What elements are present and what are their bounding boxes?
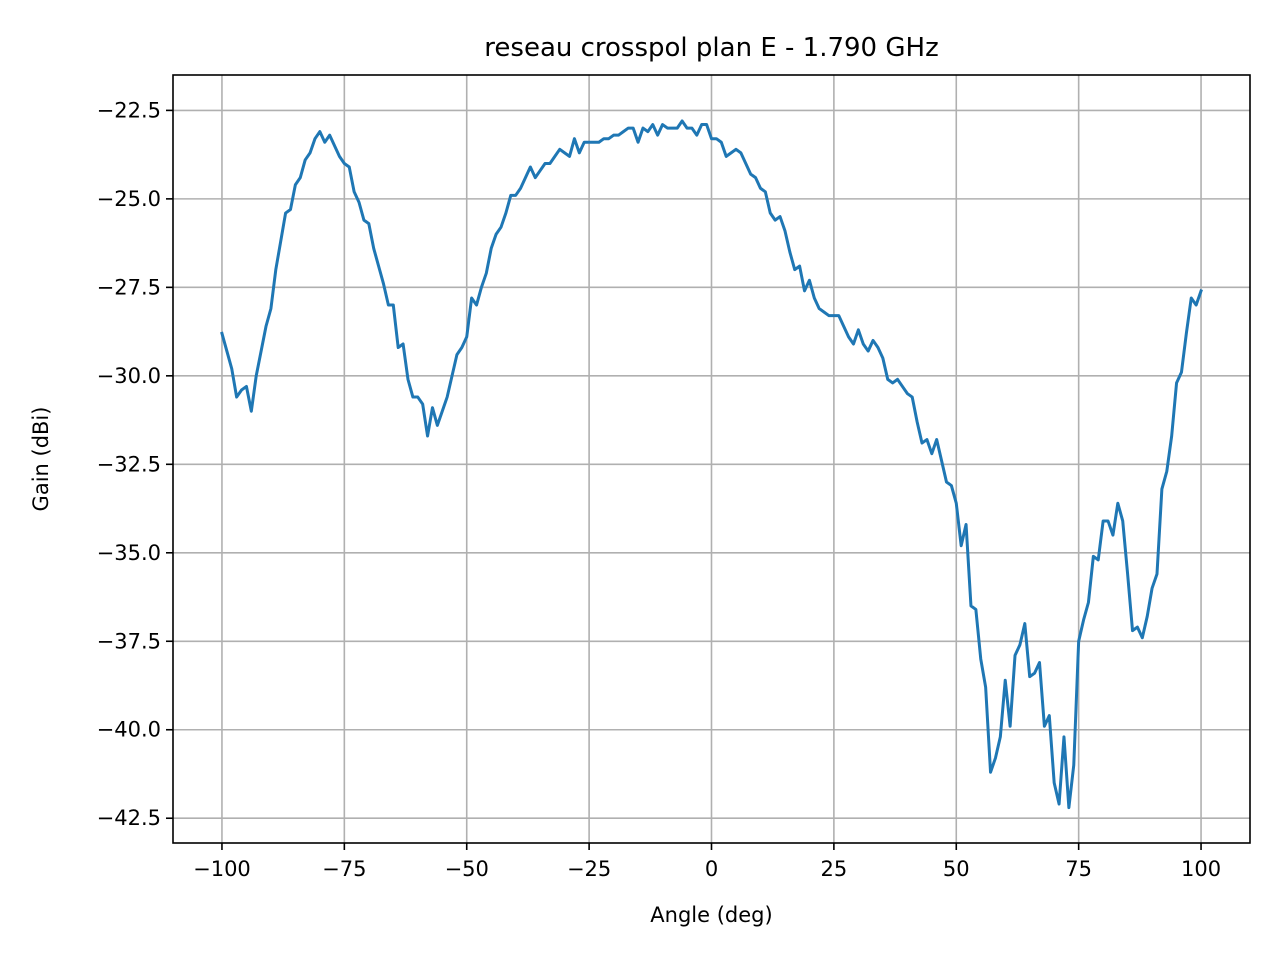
x-tick-label: −100 (193, 857, 251, 881)
x-tick-label: 50 (943, 857, 970, 881)
x-axis-label: Angle (deg) (650, 903, 772, 927)
y-tick-label: −37.5 (97, 629, 161, 653)
y-tick-label: −22.5 (97, 98, 161, 122)
x-tick-label: 100 (1181, 857, 1221, 881)
series-line-0 (220, 119, 1203, 810)
chart-title: reseau crosspol plan E - 1.790 GHz (484, 33, 938, 63)
x-tick-label: 0 (705, 857, 718, 881)
x-tick-label: −75 (322, 857, 366, 881)
x-tick-label: −50 (445, 857, 489, 881)
grid (173, 75, 1250, 843)
y-tick-label: −27.5 (97, 275, 161, 299)
x-tick-label: −25 (567, 857, 611, 881)
y-axis: −22.5 −25.0 −27.5 −30.0 −32.5 −35.0 −37.5 −40.0… (97, 98, 173, 830)
y-tick-label: −30.0 (97, 364, 161, 388)
series-layer (220, 119, 1203, 810)
y-tick-label: −42.5 (97, 806, 161, 830)
y-tick-label: −35.0 (97, 541, 161, 565)
y-tick-label: −25.0 (97, 187, 161, 211)
y-tick-label: −40.0 (97, 718, 161, 742)
y-axis-label: Gain (dBi) (29, 407, 53, 512)
x-axis: −100 −75 −50 −25 0 25 50 75 100 (193, 843, 1221, 881)
x-tick-label: 75 (1065, 857, 1092, 881)
y-tick-label: −32.5 (97, 452, 161, 476)
x-tick-label: 25 (821, 857, 848, 881)
